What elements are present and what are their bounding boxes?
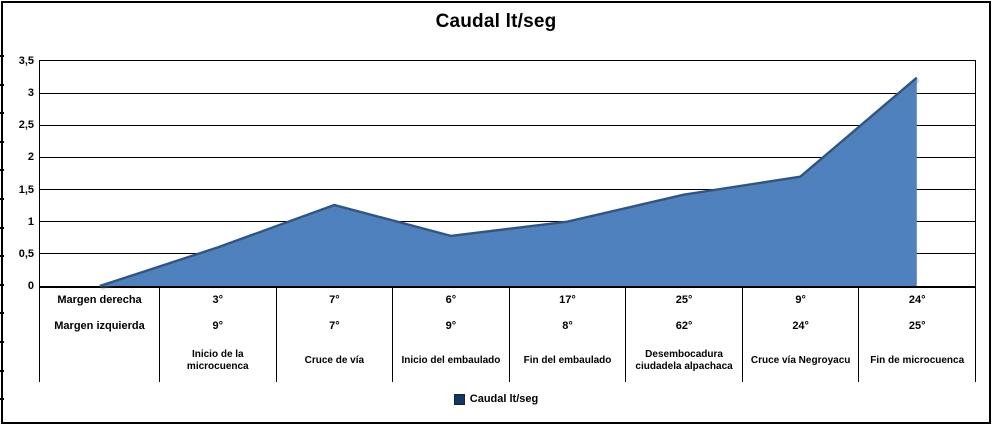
table-value-cell: 9° <box>743 288 860 314</box>
category-label: Cruce de vía <box>277 340 394 382</box>
area-series[interactable] <box>99 77 917 286</box>
category-label: Fin del embaulado <box>510 340 627 382</box>
worksheet-row-stub <box>0 83 4 86</box>
table-value-cell: 24° <box>743 314 860 340</box>
table-value-cell: 17° <box>510 288 627 314</box>
value-axis-tick-label: 0,5 <box>18 247 34 260</box>
value-axis-tick-label: 1 <box>27 215 34 228</box>
worksheet-row-stub <box>0 55 4 57</box>
legend-label: Caudal lt/seg <box>469 393 539 405</box>
worksheet-row-stub <box>0 341 4 343</box>
table-value-cell: 7° <box>277 314 394 340</box>
category-label: Inicio de la microcuenca <box>160 340 277 382</box>
table-value-cell: 25° <box>859 314 976 340</box>
table-corner-cell <box>40 340 160 382</box>
worksheet-row-stub <box>0 112 4 115</box>
gridline <box>40 221 975 223</box>
legend-series-marker-icon <box>453 393 465 405</box>
legend[interactable]: Caudal lt/seg <box>0 390 992 408</box>
table-value-cell: 3° <box>160 288 277 314</box>
value-axis-tick-label: 1,5 <box>18 183 34 196</box>
gridline <box>40 92 975 94</box>
worksheet-row-stub <box>0 226 4 229</box>
plot-area[interactable] <box>39 60 976 293</box>
value-axis-tick-label: 2,5 <box>18 119 34 132</box>
gridline <box>40 189 975 191</box>
gridline <box>40 156 975 158</box>
table-value-cell: 9° <box>160 314 277 340</box>
table-value-cell: 24° <box>859 288 976 314</box>
table-row-label: Margen derecha <box>40 288 160 314</box>
worksheet-row-stub <box>0 398 4 401</box>
value-axis-tick-label: 2 <box>27 151 34 164</box>
worksheet-row-stub <box>0 140 4 143</box>
value-axis-tick-label: 3 <box>27 87 34 100</box>
table-value-cell: 7° <box>277 288 394 314</box>
table-value-cell: 25° <box>626 288 743 314</box>
category-label: Desembocadura ciudadela alpachaca <box>626 340 743 382</box>
worksheet-row-stub <box>0 369 4 372</box>
worksheet-row-stub <box>0 198 4 200</box>
value-axis-tick-label: 0 <box>27 280 34 292</box>
worksheet-row-stub <box>0 255 4 258</box>
value-axis-tick-label: 3,5 <box>18 55 34 67</box>
category-label: Inicio del embaulado <box>393 340 510 382</box>
table-value-cell: 6° <box>393 288 510 314</box>
table-value-cell: 9° <box>393 314 510 340</box>
worksheet-row-stub <box>0 169 4 172</box>
worksheet-row-stub <box>0 312 4 315</box>
table-value-cell: 8° <box>510 314 627 340</box>
data-table: Margen derecha 3° 7° 6° 17° 25° 9° 24° Margen iz… <box>39 288 976 382</box>
category-label: Cruce vía Negroyacu <box>743 340 860 382</box>
table-row-label: Margen izquierda <box>40 314 160 340</box>
area-series-outline <box>99 76 918 288</box>
category-label: Fin de microcuenca <box>859 340 976 382</box>
chart-title: Caudal lt/seg <box>435 11 557 32</box>
table-value-cell: 62° <box>626 314 743 340</box>
worksheet-row-stub <box>0 283 4 286</box>
gridline <box>40 124 975 126</box>
